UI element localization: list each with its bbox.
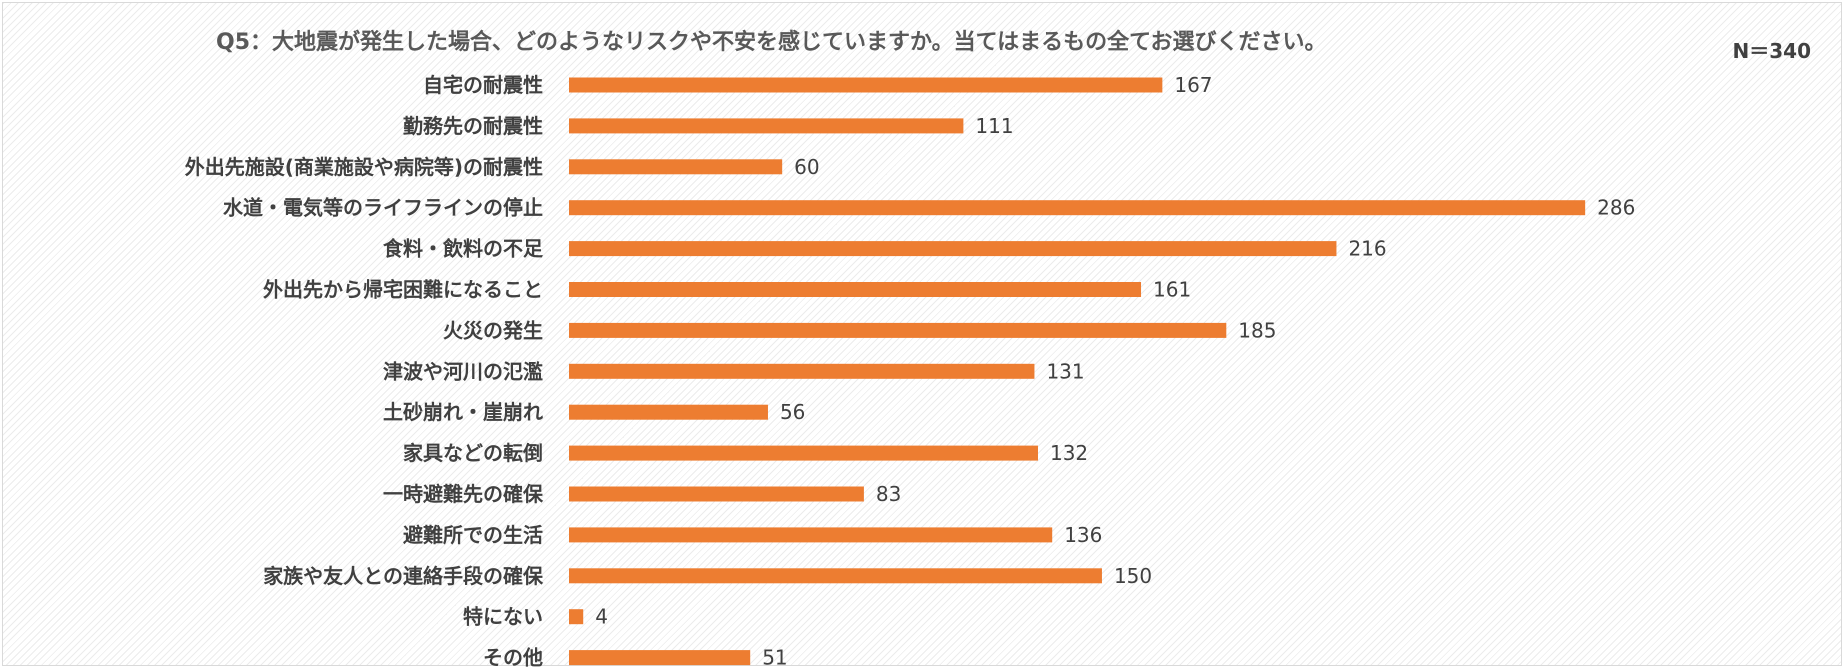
bar bbox=[569, 568, 1102, 584]
category-label: 津波や河川の氾濫 bbox=[383, 359, 543, 383]
sample-size-label: N＝340 bbox=[1733, 39, 1812, 63]
category-label: 外出先から帰宅困難になること bbox=[263, 278, 543, 302]
bar bbox=[569, 241, 1337, 257]
bar bbox=[569, 609, 584, 625]
bar bbox=[569, 118, 964, 134]
category-label: 家具などの転倒 bbox=[403, 441, 543, 465]
category-label: 火災の発生 bbox=[443, 318, 543, 342]
bar bbox=[569, 282, 1142, 297]
value-label: 111 bbox=[975, 114, 1013, 138]
bar bbox=[569, 200, 1586, 216]
bar bbox=[569, 445, 1038, 461]
value-label: 83 bbox=[876, 482, 901, 506]
category-label: 土砂崩れ・崖崩れ bbox=[383, 400, 543, 424]
value-label: 4 bbox=[595, 605, 608, 629]
value-label: 150 bbox=[1114, 564, 1152, 588]
bar-chart: Q5：大地震が発生した場合、どのようなリスクや不安を感じていますか。当てはまるも… bbox=[185, 29, 1812, 667]
category-label: 水道・電気等のライフラインの停止 bbox=[223, 196, 543, 220]
value-label: 216 bbox=[1348, 237, 1386, 261]
category-label: 食料・飲料の不足 bbox=[383, 237, 544, 261]
value-label: 185 bbox=[1238, 318, 1276, 342]
category-label: 避難所での生活 bbox=[403, 523, 543, 547]
value-label: 132 bbox=[1050, 441, 1088, 465]
bar bbox=[569, 322, 1227, 338]
bar bbox=[569, 486, 864, 502]
bar bbox=[569, 363, 1035, 379]
bar bbox=[569, 77, 1163, 93]
value-label: 51 bbox=[762, 646, 787, 667]
value-label: 161 bbox=[1153, 278, 1191, 302]
value-label: 56 bbox=[780, 400, 805, 424]
chart-title: Q5：大地震が発生した場合、どのようなリスクや不安を感じていますか。当てはまるも… bbox=[216, 29, 1326, 55]
value-label: 286 bbox=[1597, 196, 1635, 220]
category-label: 一時避難先の確保 bbox=[383, 482, 544, 506]
bar bbox=[569, 527, 1053, 543]
bar bbox=[569, 404, 768, 420]
category-label: その他 bbox=[483, 646, 543, 667]
bar bbox=[569, 650, 751, 666]
category-label: 外出先施設(商業施設や病院等)の耐震性 bbox=[185, 155, 543, 179]
category-label: 勤務先の耐震性 bbox=[403, 114, 543, 138]
value-label: 131 bbox=[1046, 359, 1084, 383]
bar bbox=[569, 159, 783, 175]
category-label: 自宅の耐震性 bbox=[423, 73, 543, 97]
category-label: 家族や友人との連絡手段の確保 bbox=[263, 564, 544, 588]
value-label: 136 bbox=[1064, 523, 1102, 547]
bars-group: 自宅の耐震性 167 勤務先の耐震性 111 外出先施設(商業施設や病院等)の耐震性 60… bbox=[185, 73, 1636, 667]
category-label: 特にない bbox=[463, 605, 543, 629]
value-label: 167 bbox=[1174, 73, 1212, 97]
value-label: 60 bbox=[794, 155, 819, 179]
